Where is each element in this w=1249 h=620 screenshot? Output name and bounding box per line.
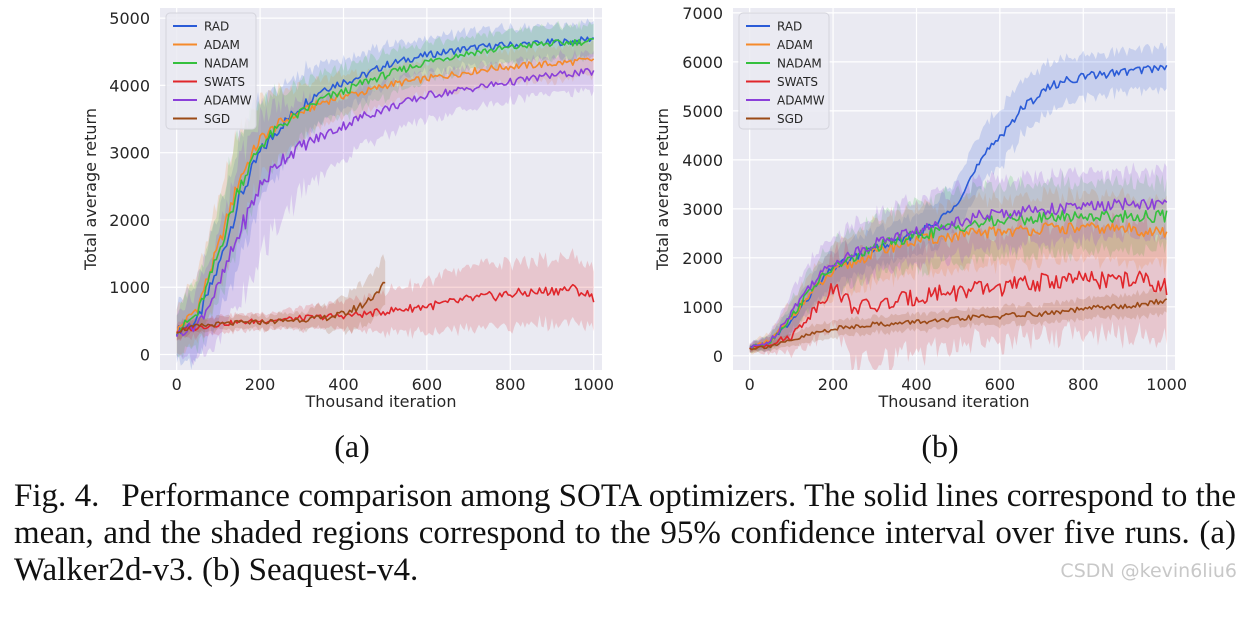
- legend-entry-adam: ADAM: [204, 38, 240, 52]
- legend-entry-adam: ADAM: [777, 38, 813, 52]
- y-tick-label: 3000: [109, 144, 150, 163]
- legend-entry-swats: SWATS: [777, 75, 818, 89]
- y-axis-label: Total average return: [653, 108, 672, 271]
- y-tick-label: 2000: [682, 249, 723, 268]
- series-line-sgd: [176, 281, 386, 334]
- ci-band-nadam: [176, 20, 594, 358]
- x-axis-label: Thousand iteration: [878, 392, 1030, 411]
- legend-entry-sgd: SGD: [204, 112, 230, 126]
- x-tick-label: 0: [745, 375, 755, 394]
- x-tick-label: 600: [412, 375, 443, 394]
- y-tick-label: 5000: [682, 102, 723, 121]
- legend-entry-rad: RAD: [777, 20, 802, 34]
- x-tick-label: 600: [985, 375, 1016, 394]
- series-line-sgd: [749, 298, 1168, 351]
- ci-band-sgd: [176, 254, 386, 341]
- y-tick-label: 4000: [682, 151, 723, 170]
- x-tick-label: 1000: [1146, 375, 1187, 394]
- x-tick-label: 1000: [573, 375, 614, 394]
- x-tick-label: 400: [328, 375, 359, 394]
- series-line-rad: [175, 36, 595, 336]
- series-line-swats: [749, 270, 1168, 350]
- ci-band-swats: [176, 248, 594, 341]
- series-line-adamw: [175, 67, 595, 337]
- y-tick-label: 0: [713, 347, 723, 366]
- series-line-nadam: [176, 38, 594, 336]
- series-line-nadam: [749, 209, 1168, 350]
- legend-entry-adamw: ADAMW: [777, 94, 825, 108]
- ci-band-adamw: [749, 162, 1167, 353]
- y-tick-label: 2000: [109, 211, 150, 230]
- legend-entry-nadam: NADAM: [777, 57, 822, 71]
- caption-label: Fig. 4.: [14, 478, 100, 514]
- panel-label: (a): [334, 428, 370, 464]
- ci-band-sgd: [749, 285, 1167, 354]
- ci-band-nadam: [749, 170, 1167, 354]
- y-tick-label: 6000: [682, 53, 723, 72]
- series-lines: [175, 36, 595, 337]
- y-tick-label: 1000: [109, 278, 150, 297]
- y-tick-label: 7000: [682, 4, 723, 23]
- figure-caption: Fig. 4. Performance comparison among SOTA…: [14, 478, 1236, 589]
- caption-text: Performance comparison among SOTA optimi…: [14, 478, 1236, 588]
- y-tick-label: 4000: [109, 76, 150, 95]
- series-line-swats: [176, 283, 595, 333]
- y-tick-label: 0: [140, 346, 150, 365]
- ci-band-rad: [749, 42, 1167, 352]
- series-line-adamw: [749, 197, 1168, 350]
- y-tick-label: 1000: [682, 298, 723, 317]
- x-tick-label: 400: [901, 375, 932, 394]
- x-tick-label: 0: [172, 375, 182, 394]
- chart-panel-a: 0 200 400 600 800 1000 0 1000 2000 3000 4000 5000 Th…: [81, 8, 614, 464]
- y-tick-label: 5000: [109, 9, 150, 28]
- series-line-adam: [175, 57, 595, 334]
- watermark: CSDN @kevin6liu6: [1060, 560, 1237, 582]
- legend-entry-adamw: ADAMW: [204, 94, 252, 108]
- series-line-adam: [749, 222, 1168, 351]
- legend-entry-rad: RAD: [204, 20, 229, 34]
- legend: RAD ADAM NADAM SWATS ADAMW SGD: [165, 12, 257, 130]
- panel-label: (b): [921, 428, 958, 464]
- y-tick-label: 3000: [682, 200, 723, 219]
- x-tick-label: 800: [1068, 375, 1099, 394]
- ci-band-rad: [176, 18, 594, 370]
- x-axis-label: Thousand iteration: [305, 392, 457, 411]
- x-tick-label: 200: [818, 375, 849, 394]
- legend-entry-sgd: SGD: [777, 112, 803, 126]
- x-tick-label: 200: [245, 375, 276, 394]
- legend: RAD ADAM NADAM SWATS ADAMW SGD: [738, 12, 830, 130]
- grid-lines: [160, 8, 602, 370]
- chart-panel-b: 0 200 400 600 800 1000 0 1000 2000 3000 4000 5000 60…: [653, 4, 1187, 464]
- y-axis-label: Total average return: [81, 108, 100, 271]
- x-tick-label: 800: [495, 375, 526, 394]
- series-lines: [749, 64, 1168, 351]
- legend-entry-swats: SWATS: [204, 75, 245, 89]
- legend-entry-nadam: NADAM: [204, 57, 249, 71]
